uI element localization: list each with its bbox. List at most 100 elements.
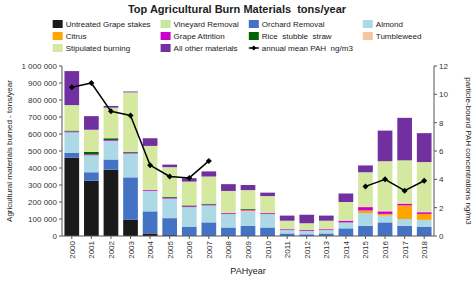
legend-item: All other materials (161, 44, 238, 53)
x-tick (150, 236, 151, 239)
y-tick-label: 700 000 (28, 113, 57, 122)
legend-swatch (161, 32, 171, 40)
x-tick (287, 236, 288, 239)
bar-segment (84, 130, 99, 152)
bar-segment (299, 223, 314, 230)
y-tick (59, 202, 62, 203)
bar-segment (260, 193, 275, 196)
y2-tick-label: 12 (439, 62, 448, 71)
bar-segment (162, 197, 177, 199)
bar-segment (339, 222, 354, 228)
x-tick-label: 2005 (166, 240, 175, 258)
x-tick-label: 2003 (127, 240, 136, 258)
y2-tick-label: 8 (439, 119, 444, 128)
y-tick (59, 66, 62, 67)
x-tick-label: 2010 (264, 240, 273, 258)
bar-segment (182, 182, 197, 206)
x-tick-label: 2018 (420, 240, 429, 258)
legend-label: All other materials (174, 44, 238, 53)
bar-segment (339, 194, 354, 203)
x-tick (404, 236, 405, 239)
legend-swatch (363, 20, 373, 28)
x-tick-label: 2012 (303, 240, 312, 258)
bar-segment (260, 228, 275, 237)
bar-segment (143, 190, 158, 191)
bar-segment (339, 221, 354, 223)
legend-item: Orchard Removal (249, 20, 325, 29)
bar-segment (260, 213, 275, 214)
bar-segment (260, 196, 275, 213)
bar-segment (358, 207, 373, 208)
legend-item: Untreated Grape stakes (53, 20, 151, 29)
bar-segment (378, 131, 393, 162)
x-tick (365, 236, 366, 239)
legend-label: Citrus (66, 32, 87, 41)
y2-tick-label: 2 (439, 204, 444, 213)
bar-segment (319, 221, 334, 230)
y2-tick-label: 6 (439, 147, 444, 156)
bar-segment (143, 138, 158, 146)
bar-segment (202, 222, 217, 236)
y2-tick (434, 66, 437, 67)
bar-segment (280, 230, 295, 231)
legend-item: Almond (363, 20, 403, 29)
legend-swatch-marker (251, 46, 256, 51)
bar-segment (202, 205, 217, 206)
bar-segment (378, 216, 393, 223)
bar-segment (84, 155, 99, 156)
bar-segment (241, 185, 256, 190)
legend-swatch (53, 32, 63, 40)
x-tick-label: 2007 (205, 240, 214, 258)
legend-label: Untreated Grape stakes (66, 20, 151, 29)
legend-item: Citrus (53, 32, 87, 41)
bar-segment (104, 141, 119, 160)
x-tick (326, 236, 327, 239)
bar-segment (123, 154, 138, 178)
y-tick (59, 168, 62, 169)
bar-segment (241, 210, 256, 212)
legend-swatch (161, 44, 171, 52)
legend-item: annual mean PAH ng/m3 (249, 44, 354, 53)
bar-segment (143, 191, 158, 211)
x-tick (306, 236, 307, 239)
y-tick-label: 600 000 (28, 130, 57, 139)
legend-swatch (249, 20, 259, 28)
bar-segment (358, 213, 373, 226)
line-marker (382, 176, 388, 182)
y-tick-label: 400 000 (28, 164, 57, 173)
bar-segment (104, 170, 119, 236)
line-marker (186, 175, 192, 181)
bar-segment (143, 211, 158, 233)
legend-item: Vineyard Removal (161, 20, 239, 29)
x-tick-label: 2008 (224, 240, 233, 258)
legend-label: Grape Attrition (174, 32, 225, 41)
bar-segment (182, 207, 197, 208)
line-marker (362, 183, 368, 189)
bar-segment (221, 228, 236, 237)
y-tick-label: 300 000 (28, 181, 57, 190)
bar-segment (84, 155, 99, 172)
y-tick (59, 219, 62, 220)
bar-segment (378, 211, 393, 212)
x-tick (169, 236, 170, 239)
bar-segment (202, 204, 217, 206)
bar-segment (64, 131, 79, 133)
y-tick-label: 1 000 000 (21, 62, 57, 71)
y2-tick-label: 0 (439, 232, 444, 241)
bar-segment (221, 191, 236, 213)
bar-segment (397, 226, 412, 236)
bar-segment (397, 118, 412, 161)
x-tick-label: 2013 (322, 240, 331, 258)
bar-segment (417, 227, 432, 236)
x-tick (345, 236, 346, 239)
bar-segment (123, 152, 138, 154)
bar-segment (182, 207, 197, 227)
bar-segment (397, 205, 412, 219)
x-tick-label: 2016 (381, 240, 390, 258)
bar-segment (280, 216, 295, 221)
bar-segment (260, 214, 275, 228)
bar-segment (397, 203, 412, 204)
x-tick (424, 236, 425, 239)
legend-swatch (53, 44, 63, 52)
line-marker (206, 158, 212, 164)
